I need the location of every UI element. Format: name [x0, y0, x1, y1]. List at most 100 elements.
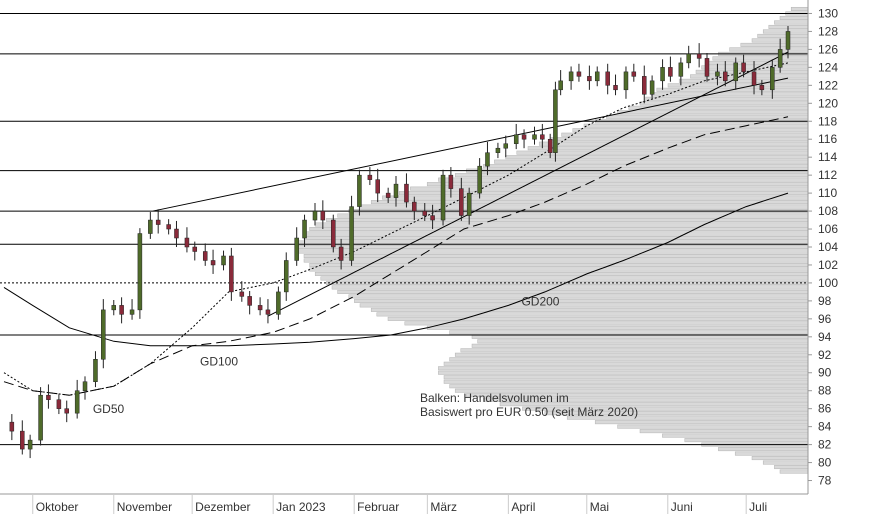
candle-body: [466, 192, 472, 216]
volume-bar: [774, 465, 809, 470]
candle-body: [166, 224, 171, 230]
candle-body: [64, 408, 69, 414]
candle-body: [82, 381, 88, 391]
volume-bar: [376, 312, 809, 317]
y-tick-label: 96: [818, 312, 832, 326]
volume-bar: [561, 132, 809, 137]
volume-bar: [684, 438, 809, 443]
volume-bar: [762, 29, 809, 34]
volume-bar: [438, 177, 809, 182]
y-axis-ticks: 78 80 82 84 86 88 90 92 94 96 98 100 102 104 106 108 110…: [808, 6, 838, 488]
y-tick-label: 114: [818, 150, 837, 164]
candle-body: [385, 192, 391, 198]
candle-body: [38, 394, 43, 441]
candle-body: [540, 134, 545, 140]
month-label: November: [117, 500, 172, 514]
candle-body: [649, 80, 655, 95]
trend-line: [267, 51, 789, 317]
volume-bar: [387, 316, 809, 321]
y-tick-label: 128: [818, 24, 838, 38]
volume-bar: [718, 447, 809, 452]
candle-body: [357, 174, 362, 207]
volume-bar: [404, 321, 809, 326]
volume-bar: [298, 245, 809, 249]
candle-body: [448, 174, 454, 189]
volume-bar: [650, 92, 809, 97]
candle-body: [265, 309, 271, 315]
candle-body: [229, 255, 234, 293]
volume-bar: [359, 303, 809, 308]
y-tick-label: 78: [818, 474, 832, 488]
volume-bar: [779, 469, 809, 474]
candle-body: [532, 134, 537, 140]
candle-body: [503, 143, 509, 149]
y-tick-label: 106: [818, 222, 838, 236]
candle-body: [642, 76, 647, 95]
volume-bar: [438, 366, 809, 371]
month-label: Oktober: [36, 500, 79, 514]
volume-bar: [762, 460, 809, 465]
trend-lines: [152, 51, 789, 317]
volume-bar: [354, 298, 809, 303]
volume-bar: [751, 456, 809, 461]
ma-label-gd50: GD50: [93, 402, 125, 416]
candle-body: [93, 359, 98, 382]
volume-bar: [706, 60, 809, 65]
volume-bar: [639, 101, 809, 106]
month-label: März: [430, 500, 457, 514]
candle-body: [221, 255, 226, 266]
candle-body: [210, 260, 216, 266]
month-label: Dezember: [195, 500, 250, 514]
candle-body: [56, 399, 62, 409]
volume-bar: [678, 78, 809, 83]
volume-bar: [426, 182, 809, 187]
volume-bar: [594, 420, 809, 425]
candle-body: [184, 237, 190, 248]
volume-bar: [606, 114, 809, 119]
y-tick-label: 124: [818, 60, 838, 74]
y-tick-label: 92: [818, 348, 832, 362]
candle-body: [276, 291, 281, 315]
volume-bar: [757, 33, 809, 38]
candle-body: [174, 228, 179, 239]
volume-bar: [734, 451, 809, 456]
candle-body: [412, 201, 417, 212]
volume-bar: [309, 227, 809, 232]
volume-bar: [370, 200, 809, 205]
volume-note-line-2: Basiswert pro EUR 0.50 (seit März 2020): [420, 405, 638, 419]
candle-body: [485, 152, 490, 167]
y-tick-label: 82: [818, 438, 832, 452]
volume-bar: [740, 42, 809, 47]
candle-body: [696, 53, 702, 59]
y-tick-label: 126: [818, 42, 838, 56]
candle-body: [283, 260, 289, 293]
candle-body: [440, 174, 446, 221]
y-tick-label: 90: [818, 366, 832, 380]
volume-bar: [454, 352, 809, 357]
candle-body: [101, 309, 106, 360]
volume-note-line-1: Balken: Handelsvolumen im: [420, 391, 569, 405]
y-tick-label: 100: [818, 276, 838, 290]
y-tick-label: 104: [818, 240, 838, 254]
candle-body: [302, 219, 307, 239]
candle-body: [27, 439, 33, 450]
horizontal-levels: [0, 12, 808, 446]
y-tick-label: 88: [818, 384, 832, 398]
candle-body: [239, 291, 245, 297]
candle-body: [576, 71, 582, 77]
candle-body: [202, 251, 208, 261]
candle-body: [338, 246, 344, 261]
volume-bar: [370, 307, 809, 312]
candle-body: [704, 58, 710, 77]
volume-bar: [639, 429, 809, 434]
volume-bar: [774, 20, 809, 25]
candle-body: [119, 305, 124, 315]
y-tick-label: 86: [818, 402, 832, 416]
trend-line: [152, 77, 789, 212]
month-label: Februar: [357, 500, 399, 514]
volume-bar: [314, 222, 809, 227]
candle-body: [631, 71, 637, 77]
volume-bar: [471, 343, 809, 348]
volume-bar: [298, 249, 809, 254]
candles: [9, 26, 791, 459]
